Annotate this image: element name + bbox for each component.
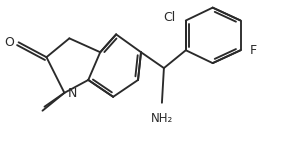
Text: F: F xyxy=(249,44,257,57)
Text: O: O xyxy=(4,36,14,49)
Text: NH₂: NH₂ xyxy=(151,112,173,125)
Text: Cl: Cl xyxy=(164,11,176,24)
Text: N: N xyxy=(67,87,77,100)
